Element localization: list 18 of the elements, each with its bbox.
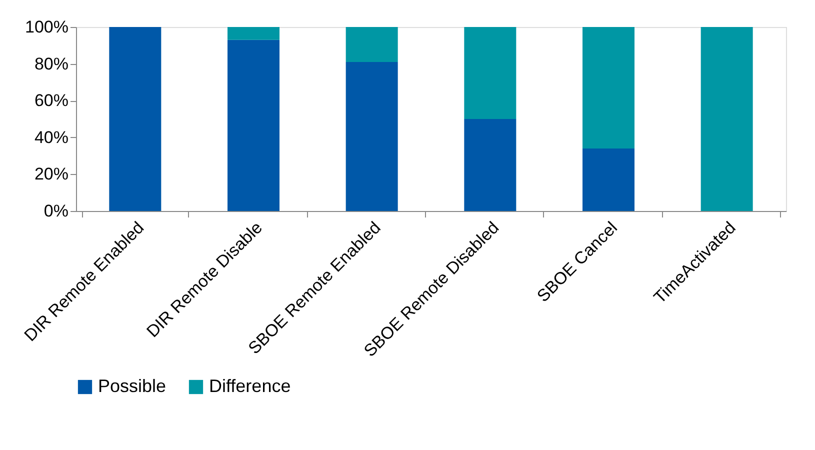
y-tick-label: 20% [34, 164, 68, 184]
y-tick-label: 60% [34, 91, 68, 110]
y-tick-label: 100% [25, 18, 68, 36]
y-tick-label: 0% [44, 202, 68, 220]
bar [582, 148, 634, 211]
bar [109, 27, 162, 211]
bar [464, 119, 516, 211]
bar [346, 62, 398, 211]
y-tick-label: 40% [34, 128, 68, 147]
bar [582, 27, 634, 148]
legend-label: Difference [209, 376, 291, 396]
bar [700, 27, 753, 211]
bar [228, 27, 280, 40]
legend-label: Possible [98, 376, 166, 396]
bar [346, 27, 398, 62]
y-tick-label: 80% [34, 54, 68, 74]
bar [228, 40, 280, 211]
bar [464, 27, 516, 119]
